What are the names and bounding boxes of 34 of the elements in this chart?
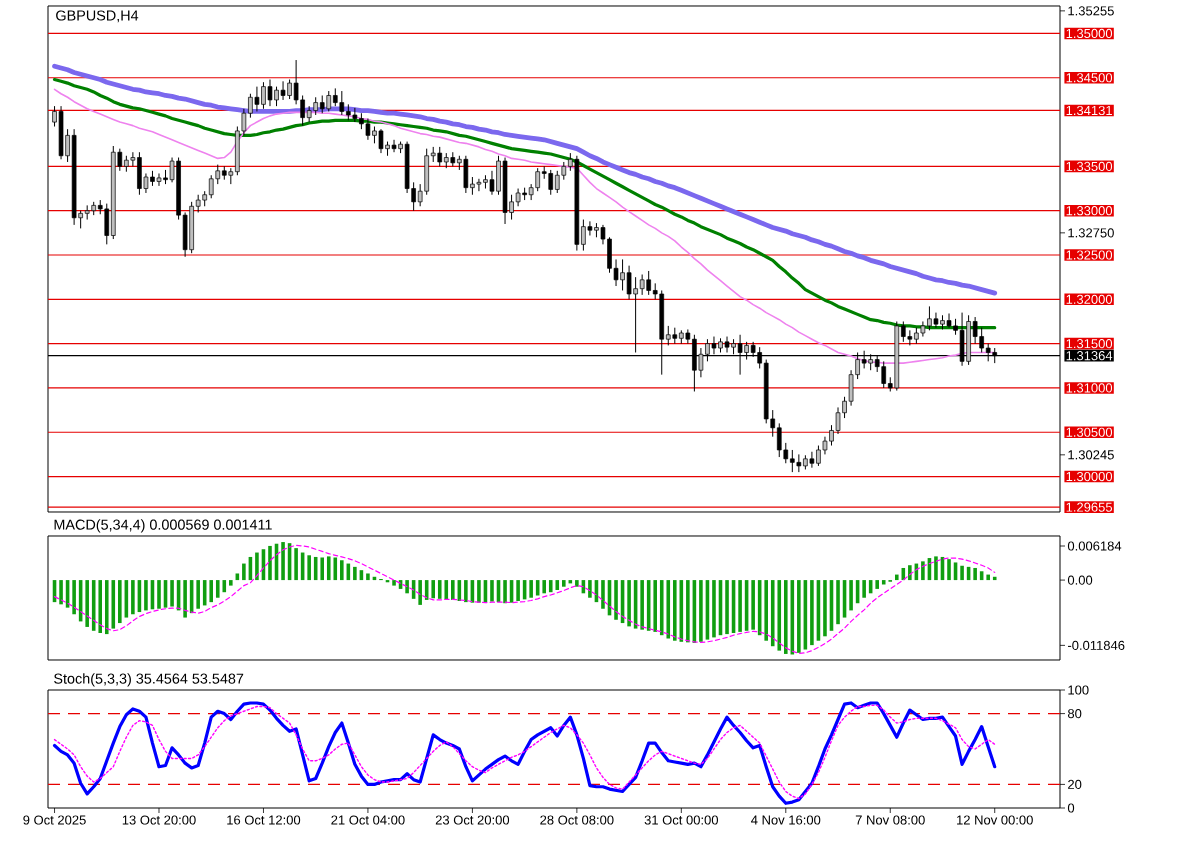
candlestick bbox=[620, 258, 625, 291]
candlestick bbox=[535, 167, 540, 192]
candlestick bbox=[378, 128, 384, 154]
candlestick bbox=[267, 79, 273, 107]
candlestick bbox=[365, 118, 371, 141]
candlestick bbox=[437, 146, 443, 167]
candlestick bbox=[280, 80, 286, 101]
candlestick bbox=[816, 445, 821, 467]
candlestick bbox=[156, 172, 162, 187]
candlestick bbox=[646, 270, 651, 296]
candlestick bbox=[809, 451, 815, 469]
candlestick bbox=[587, 220, 593, 237]
candlestick bbox=[391, 139, 397, 153]
candlestick bbox=[352, 107, 358, 123]
candlestick bbox=[554, 170, 560, 194]
candlestick bbox=[58, 105, 64, 160]
candlestick bbox=[790, 449, 795, 473]
candlestick bbox=[463, 155, 469, 194]
candlestick bbox=[476, 178, 482, 192]
candlestick bbox=[287, 79, 292, 100]
candlestick bbox=[639, 274, 645, 296]
candlestick bbox=[189, 201, 194, 254]
candlestick bbox=[881, 360, 887, 389]
candlestick bbox=[933, 312, 939, 329]
candlestick bbox=[254, 86, 260, 112]
candlestick bbox=[326, 90, 332, 112]
candlestick bbox=[261, 81, 266, 110]
candlestick bbox=[946, 312, 952, 329]
candlestick bbox=[137, 151, 142, 196]
candlestick bbox=[339, 90, 345, 116]
candlestick bbox=[274, 86, 279, 107]
candlestick bbox=[776, 422, 782, 458]
candlestick bbox=[927, 305, 932, 331]
candlestick bbox=[548, 169, 554, 196]
